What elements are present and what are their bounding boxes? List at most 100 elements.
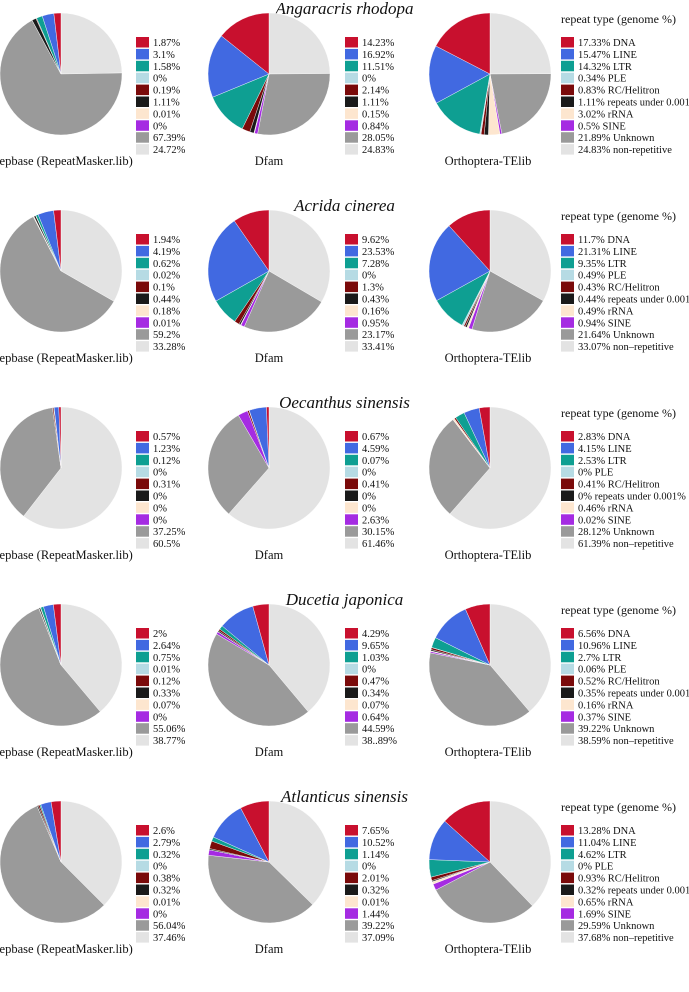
legend-swatch-ple [345, 860, 358, 872]
source-label: Orthoptera-TElib [445, 154, 532, 168]
legend-swatch-repeats-under-0-001 [345, 884, 358, 895]
legend-label-repeats-under-0-001: 0.44% repeats under 0.001% [578, 295, 689, 306]
pie-slice-unknown [471, 270, 544, 333]
pie-slice-unknown [0, 20, 123, 136]
legend-label-dna: 7.65% [362, 826, 389, 837]
legend-swatch-ple [561, 860, 574, 872]
legend-swatch-repeats-under-0-001 [345, 490, 358, 501]
legend-label-ltr: 7.28% [362, 259, 389, 270]
legend-label-ltr: 0.75% [153, 653, 180, 664]
legend-label-ltr: 9.35% LTR [578, 259, 627, 270]
legend-label-repeats-under-0-001: 0.32% repeats under 0.001% [578, 886, 689, 897]
legend: 4.29%9.65%1.03%0%0.47%0.34%0.07%0.64%44.… [345, 628, 397, 747]
legend-label-unknown: 59.2% [153, 330, 180, 341]
legend-label-rc-helitron: 0.41% [362, 480, 389, 491]
source-label: Orthoptera-TElib [445, 942, 532, 956]
species-title: Ducetia japonica [285, 590, 404, 609]
legend-title: repeat type (genome %) [561, 800, 676, 814]
legend-label-ple: 0% PLE [578, 468, 613, 479]
legend-label-sine: 0.84% [362, 121, 389, 132]
legend-label-ltr: 1.03% [362, 653, 389, 664]
legend-label-sine: 0% [153, 909, 167, 920]
legend: 0.57%1.23%0.12%0%0.31%0%0%0%37.25%60.5% [136, 431, 186, 550]
pie-slice-dna [50, 800, 62, 863]
legend-swatch-non-repetitive [561, 538, 574, 549]
pie-slice-line [207, 35, 270, 98]
species-title: Acrida cinerea [293, 196, 395, 215]
species-block-oecanthus-sinensis: Oecanthus sinensis repeat type (genome %)… [0, 393, 686, 562]
legend-swatch-repeats-under-0-001 [345, 687, 358, 698]
legend-label-line: 4.15% LINE [578, 444, 632, 455]
legend-label-ple: 0% [362, 665, 376, 676]
pie-slice-unknown [0, 805, 105, 924]
source-label: Dfam [255, 745, 284, 759]
legend-label-dna: 14.23% [362, 38, 395, 49]
legend-label-non-repetitive: 61.39% non–repetitive [578, 539, 674, 550]
pie-slice-dna [58, 406, 62, 469]
legend-swatch-non-repetitive [136, 341, 149, 352]
legend-swatch-ple [345, 72, 358, 84]
legend-label-rc-helitron: 0.83% RC/Helitron [578, 86, 660, 97]
legend-swatch-non-repetitive [561, 735, 574, 746]
species-block-atlanticus-sinensis: Atlanticus sinensis repeat type (genome %… [0, 787, 689, 956]
legend-swatch-rc-helitron [136, 675, 149, 687]
legend-label-sine: 0.01% [153, 318, 180, 329]
legend-swatch-ltr [136, 454, 149, 466]
legend-label-repeats-under-0-001: 0% [153, 492, 167, 503]
legend-swatch-dna [561, 628, 574, 639]
pie-slice-non-repetitive [268, 209, 331, 303]
legend-label-rc-helitron: 0.41% RC/Helitron [578, 480, 660, 491]
legend-swatch-ltr [345, 848, 358, 860]
legend-swatch-repeats-under-0-001 [136, 293, 149, 304]
legend-swatch-line [561, 639, 574, 651]
legend-label-unknown: 67.39% [153, 133, 186, 144]
legend-swatch-non-repetitive [345, 144, 358, 155]
legend-swatch-ltr [345, 454, 358, 466]
legend-swatch-ltr [136, 60, 149, 72]
legend-swatch-line [345, 836, 358, 848]
legend-swatch-repeats-under-0-001 [345, 293, 358, 304]
legend-label-repeats-under-0-001: 1.11% repeats under 0.001% [578, 98, 689, 109]
source-label: Repbase (RepeatMasker.lib) [0, 351, 133, 365]
legend-swatch-rrna [136, 502, 149, 513]
pie-slice-dna [266, 406, 270, 469]
legend-swatch-rrna [136, 305, 149, 316]
legend-swatch-rc-helitron [561, 872, 574, 884]
source-label: Repbase (RepeatMasker.lib) [0, 154, 133, 168]
legend-label-non-repetitive: 37.68% non–repetitive [578, 933, 674, 944]
pie-slice-unknown [428, 419, 491, 515]
legend-label-rrna: 0.15% [362, 109, 389, 120]
legend-swatch-sine [561, 120, 574, 131]
legend-label-unknown: 21.64% Unknown [578, 330, 655, 341]
legend-title: repeat type (genome %) [561, 603, 676, 617]
legend-label-repeats-under-0-001: 0.35% repeats under 0.001% [578, 689, 689, 700]
legend-swatch-rrna [561, 896, 574, 907]
pie-panel-dfam: Dfam 7.65%10.52%1.14%0%2.01%0.32%0.01%1.4… [207, 800, 395, 956]
legend-label-unknown: 37.25% [153, 527, 186, 538]
pie-slice-non-repetitive [60, 603, 123, 712]
legend-swatch-rrna [561, 108, 574, 119]
legend-label-line: 10.52% [362, 838, 395, 849]
legend-swatch-rc-helitron [345, 478, 358, 490]
pie-slice-unknown [207, 414, 270, 515]
legend-label-ple: 0% [153, 862, 167, 873]
legend-label-non-repetitive: 33.28% [153, 342, 186, 353]
species-block-ducetia-japonica: Ducetia japonica repeat type (genome %) Re… [0, 590, 689, 759]
pie-slice-non-repetitive [489, 603, 552, 712]
legend-label-dna: 1.94% [153, 235, 180, 246]
legend-swatch-sine [136, 514, 149, 525]
legend-swatch-sine [345, 317, 358, 328]
legend-swatch-sine [561, 711, 574, 722]
legend-label-ple: 0% PLE [578, 862, 613, 873]
legend-swatch-ltr [345, 257, 358, 269]
legend-label-line: 11.04% LINE [578, 838, 637, 849]
legend: 1.94%4.19%0.62%0.02%0.1%0.44%0.18%0.01%5… [136, 234, 186, 353]
legend-label-rc-helitron: 1.3% [362, 283, 384, 294]
legend-label-ltr: 0.12% [153, 456, 180, 467]
legend-label-non-repetitive: 61.46% [362, 539, 395, 550]
legend-swatch-unknown [561, 723, 574, 734]
